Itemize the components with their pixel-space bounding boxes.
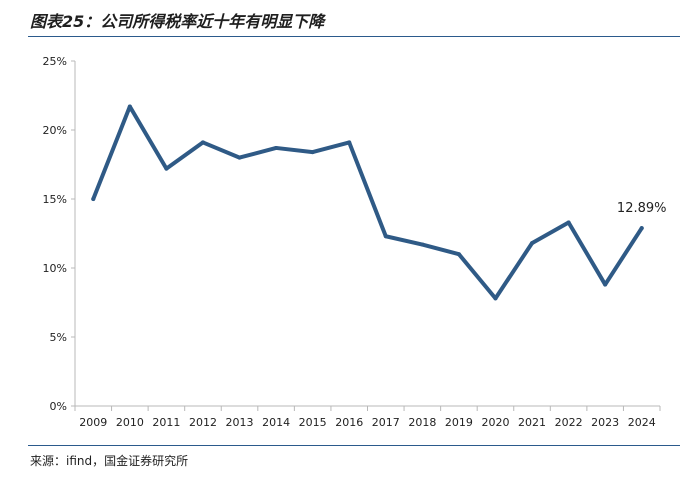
data-point bbox=[310, 150, 315, 155]
x-tick-label: 2019 bbox=[445, 416, 473, 429]
data-point bbox=[91, 197, 96, 201]
series-line bbox=[91, 104, 644, 301]
data-point bbox=[456, 252, 461, 257]
y-tick-label: 5% bbox=[50, 331, 67, 344]
x-tick-label: 2011 bbox=[152, 416, 180, 429]
series bbox=[91, 104, 644, 301]
source-note: 来源：ifind，国金证券研究所 bbox=[30, 454, 189, 468]
data-point bbox=[237, 155, 242, 160]
annotations: 12.89% bbox=[617, 201, 667, 216]
x-tick-label: 2023 bbox=[591, 416, 619, 429]
y-tick-label: 0% bbox=[50, 400, 67, 413]
data-point bbox=[127, 104, 132, 109]
data-point bbox=[639, 226, 644, 231]
title-divider bbox=[28, 36, 680, 37]
y-tick-label: 15% bbox=[43, 193, 67, 206]
data-point bbox=[530, 241, 535, 246]
x-tick-label: 2016 bbox=[335, 416, 363, 429]
x-tick-label: 2010 bbox=[116, 416, 144, 429]
data-point bbox=[603, 282, 608, 287]
data-point bbox=[420, 242, 425, 247]
x-tick-label: 2014 bbox=[262, 416, 290, 429]
data-point bbox=[347, 140, 352, 145]
x-tick-label: 2024 bbox=[628, 416, 656, 429]
data-label: 12.89% bbox=[617, 201, 667, 216]
footer-divider bbox=[28, 445, 680, 446]
figure-title: 图表25：公司所得税率近十年有明显下降 bbox=[30, 12, 325, 31]
data-point bbox=[274, 145, 279, 150]
data-point bbox=[383, 234, 388, 239]
x-tick-label: 2022 bbox=[555, 416, 583, 429]
x-tick-label: 2020 bbox=[481, 416, 509, 429]
y-tick-label: 10% bbox=[43, 262, 67, 275]
data-point bbox=[493, 296, 498, 301]
data-point bbox=[200, 140, 205, 145]
y-axis: 0% 5% 10% 15% 20% 25% bbox=[43, 55, 76, 413]
x-axis: 2009 2010 2011 2012 2013 2014 2015 2016 2017 2018… bbox=[74, 405, 661, 429]
x-tick-label: 2009 bbox=[79, 416, 107, 429]
x-tick-label: 2015 bbox=[299, 416, 327, 429]
x-tick-label: 2021 bbox=[518, 416, 546, 429]
y-tick-label: 25% bbox=[43, 55, 67, 68]
data-point bbox=[164, 166, 169, 171]
y-tick-label: 20% bbox=[43, 124, 67, 137]
x-tick-label: 2017 bbox=[372, 416, 400, 429]
x-tick-label: 2013 bbox=[226, 416, 254, 429]
x-tick-label: 2012 bbox=[189, 416, 217, 429]
data-point bbox=[566, 220, 571, 225]
x-tick-label: 2018 bbox=[408, 416, 436, 429]
